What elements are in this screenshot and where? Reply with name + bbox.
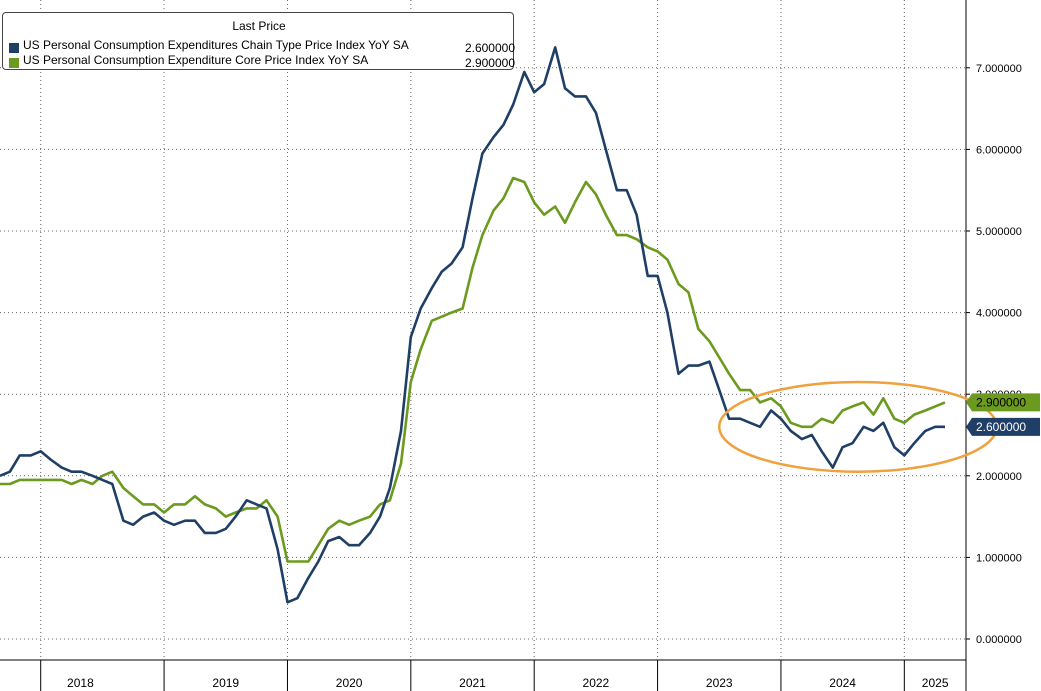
legend-swatch-pce-headline (9, 43, 19, 53)
badge-pce-core-label: 2.900000 (976, 395, 1026, 409)
y-tick-label: 0.000000 (976, 634, 1022, 646)
y-tick-label: 6.000000 (976, 144, 1022, 156)
x-year-label: 2018 (67, 676, 94, 690)
y-tick-label: 4.000000 (976, 308, 1022, 320)
x-year-label: 2022 (583, 676, 610, 690)
y-tick-label: 1.000000 (976, 552, 1022, 564)
series-line-pce-headline (0, 46, 945, 604)
legend-item-pce-core: US Personal Consumption Expenditure Core… (9, 53, 515, 70)
plot-background (0, 0, 966, 660)
badge-pce-headline: 2.600000 (966, 417, 1040, 436)
y-tick-label: 2.000000 (976, 471, 1022, 483)
y-tick-label: 7.000000 (976, 63, 1022, 75)
x-year-label: 2021 (459, 676, 486, 690)
x-year-label: 2019 (212, 676, 239, 690)
legend-label-pce-core: US Personal Consumption Expenditure Core… (23, 53, 369, 67)
series-line-pce-core (0, 176, 946, 563)
legend-value-pce-headline: 2.600000 (464, 41, 515, 55)
x-year-label: 2025 (922, 676, 949, 690)
x-year-label: 2020 (336, 676, 363, 690)
legend-value-pce-core: 2.900000 (464, 56, 515, 70)
legend-swatch-pce-core (9, 58, 19, 68)
legend-title: Last Price (232, 19, 286, 33)
last-value-badges: 2.600000 2.900000 (966, 393, 1040, 436)
legend-item-pce-headline: US Personal Consumption Expenditures Cha… (9, 38, 515, 55)
badge-pce-core: 2.900000 (966, 393, 1040, 412)
grid (0, 0, 966, 660)
legend-label-pce-headline: US Personal Consumption Expenditures Cha… (23, 38, 409, 52)
series-lines (0, 46, 946, 604)
x-year-label: 2023 (706, 676, 733, 690)
y-tick-label: 5.000000 (976, 226, 1022, 238)
badge-pce-headline-label: 2.600000 (976, 420, 1026, 434)
x-year-label: 2024 (829, 676, 856, 690)
legend-box: Last Price US Personal Consumption Expen… (2, 12, 515, 70)
badge-pce-core-shape (966, 393, 1040, 412)
badge-pce-headline-shape (966, 417, 1040, 436)
